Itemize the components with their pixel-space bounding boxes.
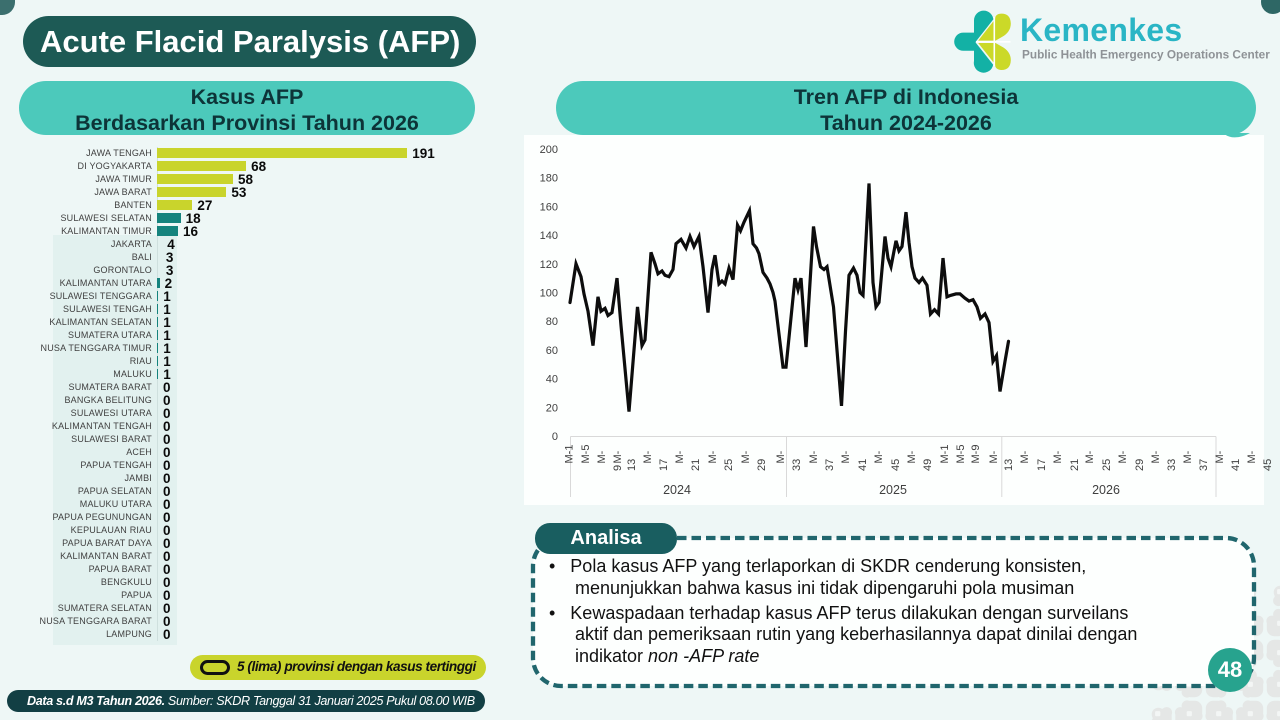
svg-text:200: 200 <box>540 144 558 156</box>
svg-text:M-: M- <box>1019 450 1031 463</box>
svg-text:M-: M- <box>612 450 624 463</box>
svg-text:2025: 2025 <box>879 483 907 497</box>
svg-text:M-: M- <box>1182 450 1194 463</box>
svg-text:17: 17 <box>658 459 670 471</box>
svg-text:45: 45 <box>890 459 902 471</box>
svg-text:100: 100 <box>540 288 558 300</box>
svg-text:M-: M- <box>596 450 608 463</box>
svg-text:9: 9 <box>612 465 624 471</box>
svg-text:33: 33 <box>791 459 803 471</box>
svg-text:140: 140 <box>540 230 558 242</box>
svg-text:49: 49 <box>922 459 934 471</box>
svg-text:41: 41 <box>1230 459 1242 471</box>
svg-text:M-5: M-5 <box>955 445 967 464</box>
svg-text:M-: M- <box>1214 450 1226 463</box>
svg-text:20: 20 <box>546 402 558 414</box>
svg-text:M-: M- <box>707 450 719 463</box>
svg-text:M-: M- <box>775 450 787 463</box>
svg-text:120: 120 <box>540 259 558 271</box>
svg-text:2026: 2026 <box>1092 483 1120 497</box>
svg-text:45: 45 <box>1262 459 1274 471</box>
svg-text:M-: M- <box>906 450 918 463</box>
svg-text:M-: M- <box>674 450 686 463</box>
svg-text:M-: M- <box>1246 450 1258 463</box>
svg-text:M-9: M-9 <box>970 445 982 464</box>
svg-text:21: 21 <box>690 459 702 471</box>
svg-text:29: 29 <box>756 459 768 471</box>
svg-text:M-: M- <box>740 450 752 463</box>
svg-text:17: 17 <box>1036 459 1048 471</box>
svg-text:M-5: M-5 <box>580 445 592 464</box>
svg-text:M-: M- <box>1117 450 1129 463</box>
svg-text:40: 40 <box>546 374 558 386</box>
svg-text:M-: M- <box>1150 450 1162 463</box>
svg-text:0: 0 <box>552 431 558 443</box>
svg-text:80: 80 <box>546 316 558 328</box>
svg-text:M-: M- <box>642 450 654 463</box>
svg-text:M-: M- <box>1052 450 1064 463</box>
svg-text:21: 21 <box>1069 459 1081 471</box>
svg-text:Kemenkes: Kemenkes <box>1020 12 1183 48</box>
svg-text:13: 13 <box>626 459 638 471</box>
svg-text:25: 25 <box>723 459 735 471</box>
svg-text:37: 37 <box>824 459 836 471</box>
svg-text:25: 25 <box>1101 459 1113 471</box>
svg-text:29: 29 <box>1134 459 1146 471</box>
svg-text:33: 33 <box>1166 459 1178 471</box>
svg-text:180: 180 <box>540 173 558 185</box>
svg-text:M-: M- <box>988 450 1000 463</box>
svg-text:41: 41 <box>857 459 869 471</box>
svg-text:M-1: M-1 <box>939 445 951 464</box>
svg-text:2024: 2024 <box>663 483 691 497</box>
svg-text:60: 60 <box>546 345 558 357</box>
svg-text:M-: M- <box>1084 450 1096 463</box>
svg-text:37: 37 <box>1198 459 1210 471</box>
svg-text:M-: M- <box>808 450 820 463</box>
svg-text:M-: M- <box>840 450 852 463</box>
svg-text:Public Health Emergency Operat: Public Health Emergency Operations Cente… <box>1022 48 1270 62</box>
svg-text:160: 160 <box>540 201 558 213</box>
svg-text:13: 13 <box>1003 459 1015 471</box>
svg-text:M-1: M-1 <box>564 445 576 464</box>
svg-text:M-: M- <box>873 450 885 463</box>
